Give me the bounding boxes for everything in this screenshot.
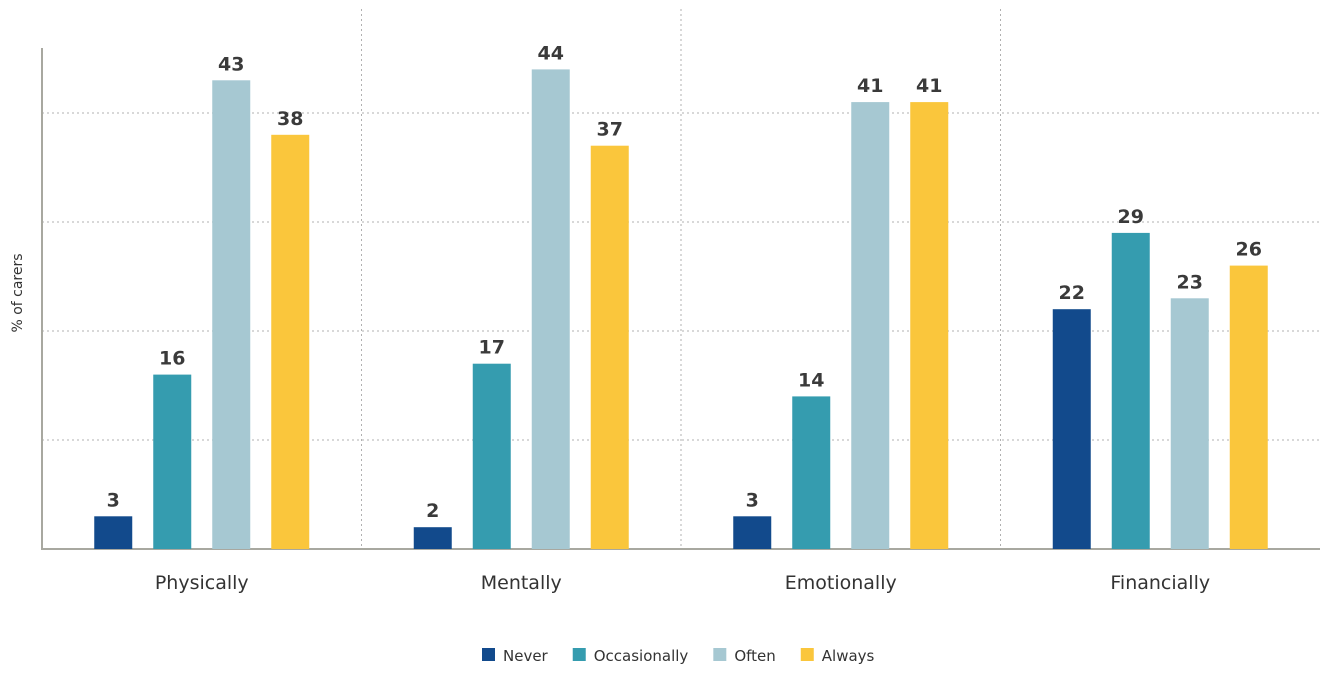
gridlines: [42, 9, 1320, 549]
bar-occasionally-physically: [153, 374, 192, 549]
legend: Never Occasionally Often Always: [482, 647, 875, 665]
legend-swatch-always: [800, 648, 814, 661]
bar-never-emotionally: [733, 516, 772, 549]
bar-always-emotionally: [910, 102, 949, 549]
bar-never-financially: [1052, 309, 1091, 549]
bar-often-financially: [1170, 298, 1209, 549]
value-label: 29: [1118, 206, 1144, 228]
value-label: 37: [597, 119, 623, 141]
value-label: 23: [1177, 271, 1203, 293]
bar-often-mentally: [531, 69, 570, 550]
legend-label-often: Often: [734, 647, 775, 665]
value-label: 17: [479, 337, 505, 359]
bar-often-emotionally: [851, 102, 890, 549]
legend-label-occasionally: Occasionally: [594, 647, 689, 665]
bar-occasionally-financially: [1111, 232, 1150, 549]
bar-often-physically: [212, 80, 251, 550]
value-label: 44: [538, 42, 564, 64]
axes: [41, 48, 1320, 550]
legend-label-never: Never: [503, 647, 549, 665]
bar-occasionally-mentally: [472, 363, 511, 549]
value-label: 2: [426, 500, 439, 522]
value-labels: 3 16 43 38 2 17 44 37 3 14 41 41 22 29 23 26: [107, 42, 1262, 522]
bar-always-financially: [1229, 265, 1268, 549]
value-label: 38: [277, 108, 303, 130]
category-label-physically: Physically: [155, 572, 249, 594]
bar-never-physically: [94, 516, 133, 549]
bars: [94, 69, 1268, 550]
value-label: 26: [1236, 239, 1262, 261]
value-label: 14: [798, 369, 824, 391]
bar-always-physically: [271, 134, 310, 550]
legend-swatch-often: [713, 648, 727, 661]
value-label: 43: [218, 53, 244, 75]
category-labels: Physically Mentally Emotionally Financially: [155, 572, 1210, 594]
y-axis-label: % of carers: [10, 253, 26, 332]
legend-swatch-occasionally: [572, 648, 586, 661]
legend-label-always: Always: [822, 647, 875, 665]
value-label: 22: [1059, 282, 1085, 304]
value-label: 3: [107, 489, 120, 511]
bar-always-mentally: [590, 145, 629, 549]
value-label: 41: [916, 75, 942, 97]
category-label-financially: Financially: [1110, 572, 1210, 594]
bar-never-mentally: [413, 527, 452, 549]
category-label-mentally: Mentally: [481, 572, 562, 594]
bar-occasionally-emotionally: [792, 396, 831, 549]
value-label: 3: [746, 489, 759, 511]
value-label: 41: [857, 75, 883, 97]
category-label-emotionally: Emotionally: [785, 572, 897, 594]
legend-swatch-never: [482, 648, 495, 661]
value-label: 16: [159, 348, 185, 370]
